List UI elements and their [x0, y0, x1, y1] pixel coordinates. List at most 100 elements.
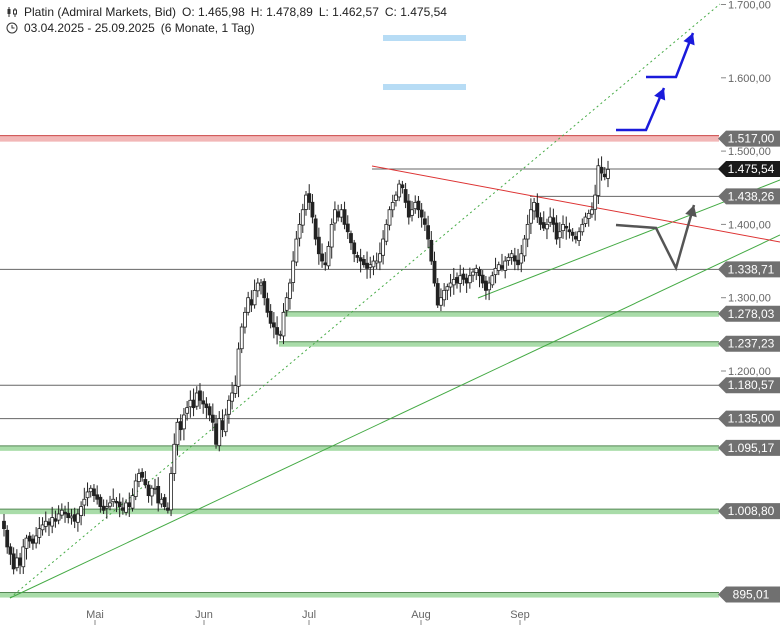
candle-body [310, 201, 315, 218]
price-tag-label: 1.438,26 [728, 189, 775, 203]
candle-body [451, 278, 456, 286]
candle-body [284, 297, 289, 311]
candle-body [413, 202, 418, 210]
candle-body [596, 165, 601, 196]
high-value: H: 1.478,89 [250, 5, 313, 19]
price-tag-label: 1.135,00 [728, 412, 775, 426]
candle-body [233, 385, 238, 394]
candle-body [88, 487, 93, 493]
candle-body [500, 265, 504, 269]
candle-body [557, 231, 562, 239]
candle-body [210, 414, 215, 423]
candle-body [252, 289, 257, 306]
candle-body [342, 209, 347, 225]
candle-body [570, 231, 575, 236]
candle-body [47, 521, 51, 526]
candle-body [294, 238, 299, 263]
candle-body [31, 538, 35, 544]
forecast-arrow-blue-lower-head [654, 88, 666, 101]
candle-body [365, 262, 369, 269]
candle-body [323, 262, 328, 266]
candle-body [262, 281, 267, 299]
candle-body [532, 202, 537, 212]
candle-body [185, 407, 190, 414]
clock-icon [6, 22, 18, 34]
candle-body [390, 202, 395, 211]
candle-body [590, 209, 594, 215]
date-range: 03.04.2025 - 25.09.2025 [24, 21, 155, 35]
candle-body [503, 260, 508, 271]
candle-body [82, 498, 87, 506]
y-tick-label: 1.300,00 [728, 293, 771, 305]
candle-body [2, 520, 6, 529]
candle-body [11, 553, 16, 570]
candle-body [214, 423, 218, 445]
candle-body [53, 518, 58, 522]
candle-body [255, 282, 260, 292]
candle-body [548, 216, 553, 223]
candle-body [358, 257, 363, 262]
candle-body [27, 535, 32, 542]
candle-body [528, 209, 533, 224]
candle-body [329, 223, 334, 248]
candle-body [445, 286, 450, 291]
candle-body [535, 202, 540, 218]
x-tick-label: Aug [411, 609, 431, 621]
support-zone [279, 341, 719, 347]
price-tag-label: 1.237,23 [728, 337, 775, 351]
candle-body [153, 487, 157, 490]
candle-body [400, 184, 405, 189]
candle-body [104, 506, 109, 509]
y-tick-label: 1.500,00 [728, 146, 771, 158]
resistance-trendline [371, 165, 780, 243]
candle-body [316, 236, 321, 255]
candle-body [50, 517, 55, 527]
candle-body [516, 259, 520, 266]
candle-body [165, 507, 170, 511]
candle-body [606, 169, 610, 179]
candle-body [24, 537, 29, 549]
candle-body [349, 233, 353, 244]
price-tag-label: 1.180,57 [728, 378, 775, 392]
candle-body [573, 236, 578, 240]
candle-body [108, 502, 112, 507]
forecast-arrow-grey-head [685, 205, 697, 218]
y-tick-label: 1.700,00 [728, 0, 771, 12]
forecast-arrow-blue-upper-head [683, 33, 695, 46]
candle-body [477, 269, 482, 277]
candle-body [217, 418, 222, 447]
price-tag [718, 586, 780, 603]
candle-body [429, 239, 434, 262]
candle-body [394, 194, 398, 201]
candle-body [265, 298, 270, 313]
candle-body [40, 524, 45, 531]
candle-body [538, 217, 543, 225]
x-tick-label: Mai [86, 609, 104, 621]
support-zone [0, 592, 719, 598]
candles [2, 156, 610, 575]
candle-body [79, 506, 84, 516]
candle-body [496, 264, 501, 271]
candle-body [92, 488, 96, 497]
close-value: C: 1.475,54 [384, 5, 447, 19]
price-tag [718, 305, 780, 322]
candle-body [275, 327, 279, 335]
candle-body [506, 256, 511, 261]
candle-body [111, 498, 116, 503]
candle-body [5, 529, 10, 548]
support-zone [283, 311, 719, 317]
candle-body [249, 299, 254, 306]
forecast-arrow-blue-lower [616, 87, 666, 132]
candle-body [577, 231, 581, 242]
price-tag [718, 261, 780, 278]
candle-body [268, 310, 273, 324]
candle-body [169, 473, 173, 511]
candle-body [381, 238, 386, 256]
candle-body [467, 275, 472, 284]
candle-body [583, 216, 588, 224]
candle-body [586, 213, 591, 219]
candle-body [509, 253, 514, 258]
candle-body [149, 487, 154, 497]
candle-body [114, 500, 119, 504]
